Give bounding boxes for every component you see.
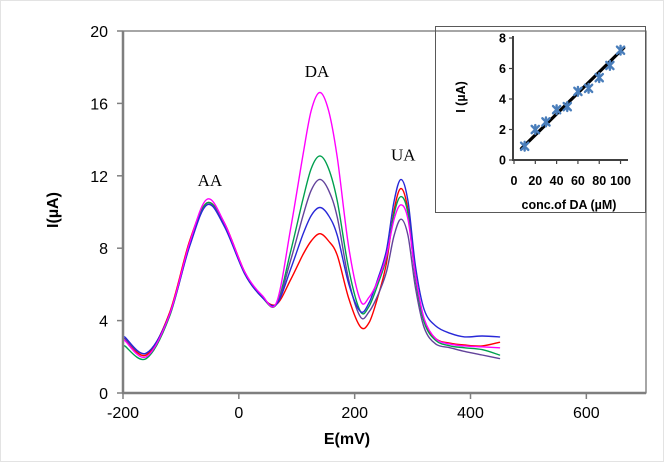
inset-x-tick-label: 100 — [610, 174, 631, 188]
main-x-axis-title: E(mV) — [323, 431, 371, 448]
inset-y-axis-title: I (µA) — [454, 81, 468, 113]
curve-blue — [124, 178, 501, 355]
inset-data-marker — [551, 104, 562, 116]
inset-data-marker — [573, 85, 583, 97]
inset-data-marker — [541, 116, 551, 128]
peak-label-aa: AA — [198, 171, 223, 190]
y-tick-label: 20 — [90, 24, 108, 41]
inset-x-tick-label: 60 — [571, 174, 585, 188]
inset-x-tick-label: 40 — [550, 174, 564, 188]
inset-y-tick-label: 8 — [499, 32, 506, 46]
x-tick-label: -200 — [107, 405, 139, 422]
peak-label-da: DA — [305, 62, 330, 81]
inset-data-marker — [615, 44, 626, 56]
y-tick-label: 12 — [90, 169, 108, 186]
inset-data-marker — [583, 82, 594, 94]
inset-data-marker — [594, 72, 605, 84]
peak-label-ua: UA — [391, 145, 416, 164]
inset-x-axis-title: conc.of DA (µM) — [521, 198, 617, 212]
y-tick-label: 8 — [99, 241, 108, 258]
inset-y-tick-label: 6 — [499, 62, 506, 76]
y-tick-label: 0 — [99, 386, 108, 403]
y-tick-label: 4 — [99, 314, 108, 331]
inset-y-tick-label: 0 — [499, 154, 506, 168]
main-y-axis-title: I(µA) — [45, 192, 62, 228]
inset-data-marker — [562, 101, 573, 113]
inset-y-tick-label: 4 — [499, 93, 506, 107]
inset-x-tick-label: 20 — [528, 174, 542, 188]
inset-frame — [435, 26, 646, 213]
x-tick-label: 0 — [234, 405, 243, 422]
x-tick-label: 600 — [573, 405, 600, 422]
curve-purple — [124, 178, 501, 360]
x-tick-label: 400 — [457, 405, 484, 422]
y-tick-label: 16 — [90, 96, 108, 113]
inset-data-marker — [530, 123, 541, 136]
inset-y-tick-label: 2 — [499, 123, 506, 137]
inset-x-tick-label: 80 — [592, 174, 606, 188]
curve-green — [124, 155, 501, 361]
curve-magenta — [124, 91, 501, 359]
inset-x-tick-label: 0 — [511, 174, 518, 188]
inset-data-marker — [605, 59, 615, 72]
inset-data-marker — [519, 140, 530, 152]
x-tick-label: 200 — [341, 405, 368, 422]
